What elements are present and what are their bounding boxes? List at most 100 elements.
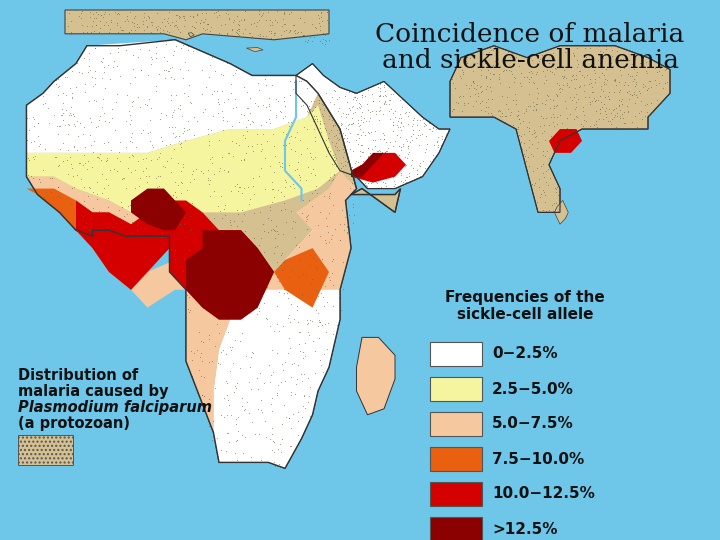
Point	[222, 396, 234, 404]
Point	[121, 210, 132, 218]
Point	[333, 93, 345, 102]
Point	[395, 143, 406, 151]
Point	[493, 105, 505, 114]
Point	[104, 25, 115, 33]
Point	[266, 446, 278, 455]
Point	[284, 76, 296, 85]
Point	[388, 177, 400, 186]
Point	[64, 219, 76, 227]
Point	[23, 125, 35, 134]
Point	[161, 26, 173, 35]
Point	[272, 381, 284, 389]
Point	[266, 35, 278, 43]
Point	[369, 126, 380, 135]
Point	[352, 116, 364, 124]
Point	[373, 107, 384, 116]
Point	[595, 98, 607, 106]
Point	[498, 66, 510, 75]
Point	[266, 216, 277, 225]
Point	[611, 112, 623, 121]
Point	[261, 433, 272, 442]
Point	[327, 121, 338, 130]
Point	[554, 202, 566, 211]
Point	[288, 26, 300, 35]
Point	[522, 102, 534, 111]
Point	[270, 234, 282, 242]
Point	[197, 18, 209, 26]
Point	[366, 107, 377, 116]
Point	[551, 78, 562, 87]
Point	[337, 285, 348, 294]
Point	[278, 93, 289, 102]
Point	[156, 186, 167, 194]
Point	[577, 122, 589, 130]
Point	[172, 10, 184, 19]
Point	[600, 112, 611, 121]
Point	[221, 447, 233, 455]
Point	[310, 23, 321, 32]
Point	[556, 127, 567, 136]
Point	[145, 53, 157, 62]
Point	[279, 401, 290, 409]
Point	[232, 222, 243, 231]
Point	[195, 167, 207, 176]
Point	[175, 44, 186, 52]
Point	[626, 117, 637, 126]
Point	[61, 72, 73, 81]
Point	[395, 125, 407, 134]
Point	[85, 141, 96, 150]
Point	[204, 262, 216, 271]
Point	[168, 129, 179, 138]
Point	[152, 25, 163, 34]
Point	[235, 183, 246, 191]
Point	[165, 154, 176, 163]
Point	[374, 105, 385, 114]
Point	[315, 232, 326, 240]
Point	[349, 159, 361, 167]
Point	[354, 125, 366, 133]
Point	[554, 53, 565, 62]
Point	[60, 105, 71, 114]
Point	[576, 61, 588, 70]
Point	[204, 26, 215, 35]
Point	[293, 76, 305, 85]
Point	[445, 86, 456, 94]
Point	[221, 410, 233, 419]
Point	[382, 159, 394, 167]
Point	[600, 79, 612, 88]
Point	[388, 159, 400, 167]
Point	[312, 99, 324, 108]
Point	[73, 11, 85, 20]
Point	[592, 96, 603, 105]
Point	[306, 316, 318, 325]
Point	[253, 79, 264, 87]
Point	[301, 84, 312, 92]
Point	[660, 65, 672, 73]
Point	[548, 102, 559, 110]
Point	[310, 112, 322, 120]
Point	[344, 169, 356, 178]
Point	[116, 198, 127, 206]
Point	[170, 17, 181, 26]
Point	[103, 28, 114, 37]
Point	[365, 179, 377, 188]
Point	[58, 116, 69, 125]
Point	[304, 196, 315, 205]
Point	[284, 27, 295, 36]
Point	[308, 125, 320, 133]
Point	[387, 109, 399, 117]
Point	[258, 255, 269, 264]
Point	[311, 114, 323, 123]
Point	[289, 146, 301, 155]
Point	[562, 78, 573, 87]
Point	[96, 188, 108, 197]
Point	[516, 132, 527, 140]
Point	[189, 113, 200, 122]
Point	[387, 142, 399, 151]
Point	[392, 183, 403, 191]
Point	[250, 279, 261, 287]
Point	[543, 154, 554, 163]
Point	[109, 125, 121, 134]
Text: Frequencies of the
sickle-cell allele: Frequencies of the sickle-cell allele	[445, 290, 605, 322]
Point	[202, 130, 214, 138]
